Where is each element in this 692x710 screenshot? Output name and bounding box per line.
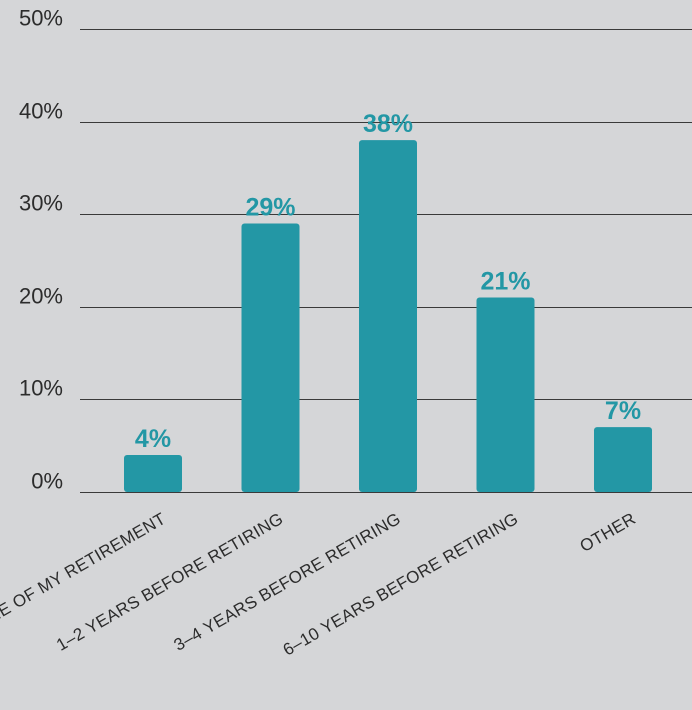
y-tick-label: 40% bbox=[19, 99, 63, 124]
y-tick-label: 0% bbox=[31, 469, 63, 494]
bar bbox=[124, 454, 182, 492]
bar bbox=[359, 140, 417, 492]
y-tick-label: 50% bbox=[19, 6, 63, 31]
data-label: 7% bbox=[605, 397, 641, 425]
data-label: 38% bbox=[363, 110, 413, 138]
bars bbox=[124, 140, 652, 492]
data-label: 21% bbox=[480, 268, 530, 296]
x-category-label: 3–4 YEARS BEFORE RETIRING bbox=[171, 509, 404, 655]
bar bbox=[476, 297, 535, 492]
bar bbox=[241, 223, 300, 492]
y-tick-label: 10% bbox=[19, 376, 63, 401]
data-label: 4% bbox=[135, 425, 171, 453]
y-tick-label: 30% bbox=[19, 191, 63, 216]
y-tick-label: 20% bbox=[19, 284, 63, 309]
y-axis-tick-labels: 0% 10% 20% 30% 40% 50% bbox=[19, 6, 63, 494]
x-category-label: 1–2 YEARS BEFORE RETIRING bbox=[53, 509, 286, 655]
bar bbox=[594, 427, 652, 492]
x-category-label: OTHER bbox=[577, 509, 639, 556]
data-labels: 4% 29% 38% 21% 7% bbox=[135, 110, 641, 453]
data-label: 29% bbox=[245, 193, 295, 221]
x-category-label: 6–10 YEARS BEFORE RETIRING bbox=[280, 509, 522, 660]
